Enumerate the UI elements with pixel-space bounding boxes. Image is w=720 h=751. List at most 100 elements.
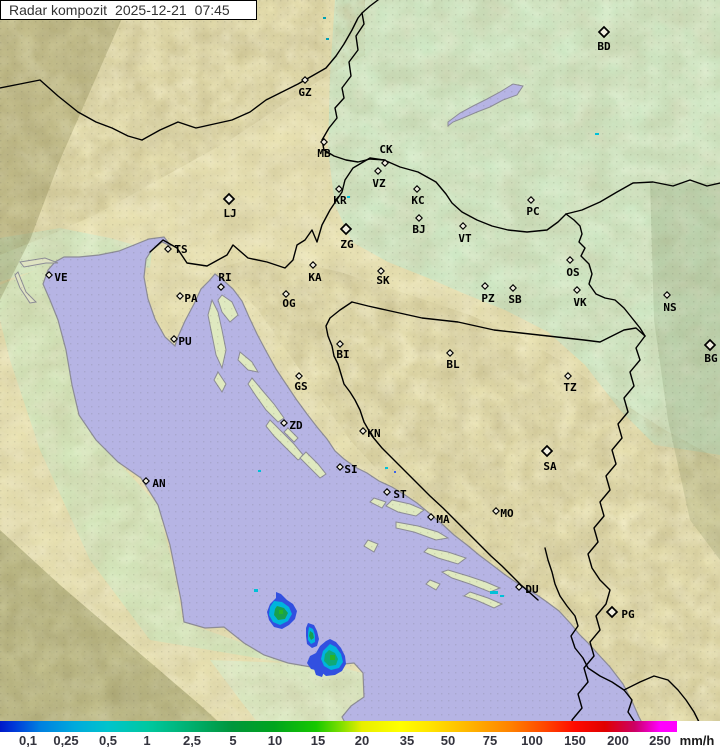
station-marker-sb — [509, 284, 517, 292]
raster-dot-overlay — [0, 0, 720, 721]
station-label-kr: KR — [333, 194, 347, 207]
station-marker-os — [566, 256, 574, 264]
station-label-bl: BL — [446, 358, 460, 371]
station-label-bg: BG — [704, 352, 718, 365]
colorbar-end-space — [677, 721, 720, 732]
station-marker-og — [282, 290, 290, 298]
station-marker-pg — [605, 605, 619, 619]
intensity-legend: 0,1 0,25 0,5 1 2,5 5 10 15 20 35 50 75 100 150 200 250 m… — [0, 721, 720, 751]
station-label-ri: RI — [218, 271, 231, 284]
station-label-si: SI — [344, 463, 357, 476]
station-label-vk: VK — [573, 296, 587, 309]
legend-value-20: 20 — [354, 733, 370, 748]
legend-value-75: 75 — [482, 733, 498, 748]
legend-value-200: 200 — [607, 733, 629, 748]
station-marker-si — [336, 463, 344, 471]
station-label-ma: MA — [436, 513, 450, 526]
station-label-gz: GZ — [298, 86, 312, 99]
station-marker-bg — [703, 338, 717, 352]
station-label-sb: SB — [508, 293, 522, 306]
station-label-zg: ZG — [340, 238, 354, 251]
station-label-ck: CK — [379, 143, 393, 156]
station-label-vt: VT — [458, 232, 472, 245]
station-label-sk: SK — [376, 274, 390, 287]
station-label-ts: TS — [174, 243, 187, 256]
station-label-pz: PZ — [481, 292, 495, 305]
legend-value-2_5: 2,5 — [182, 733, 202, 748]
echo-specks — [254, 17, 599, 597]
station-marker-kc — [413, 185, 421, 193]
station-label-ve: VE — [54, 271, 67, 284]
station-marker-bj — [415, 214, 423, 222]
station-marker-mo — [492, 507, 500, 515]
station-marker-zg — [339, 222, 353, 236]
station-label-sa: SA — [543, 460, 557, 473]
station-marker-bi — [336, 340, 344, 348]
product-date: 2025-12-21 — [115, 2, 187, 18]
station-marker-ns — [663, 291, 671, 299]
station-label-bd: BD — [597, 40, 611, 53]
intensity-colorbar — [0, 721, 677, 732]
station-label-os: OS — [566, 266, 579, 279]
legend-value-5: 5 — [229, 733, 237, 748]
station-marker-vz — [374, 167, 382, 175]
station-label-lj: LJ — [223, 207, 236, 220]
legend-unit: mm/h — [679, 733, 715, 748]
station-label-ns: NS — [663, 301, 676, 314]
station-label-bi: BI — [336, 348, 349, 361]
legend-value-10: 10 — [267, 733, 283, 748]
station-marker-zd — [280, 419, 288, 427]
legend-value-0_1: 0,1 — [18, 733, 38, 748]
station-marker-ck — [381, 159, 389, 167]
legend-value-15: 15 — [310, 733, 326, 748]
station-marker-kr — [335, 185, 343, 193]
station-label-vz: VZ — [372, 177, 386, 190]
station-marker-pz — [481, 282, 489, 290]
station-marker-vt — [459, 222, 467, 230]
legend-value-150: 150 — [564, 733, 586, 748]
station-label-pa: PA — [184, 292, 198, 305]
legend-scale-labels: 0,1 0,25 0,5 1 2,5 5 10 15 20 35 50 75 100 150 200 250 m… — [0, 732, 720, 751]
station-marker-bd — [597, 25, 611, 39]
station-marker-tz — [564, 372, 572, 380]
legend-value-35: 35 — [399, 733, 415, 748]
station-marker-du — [515, 583, 523, 591]
station-label-du: DU — [525, 583, 539, 596]
legend-value-50: 50 — [440, 733, 456, 748]
legend-value-0_25: 0,25 — [53, 733, 79, 748]
station-label-st: ST — [393, 488, 407, 501]
station-label-bj: BJ — [412, 223, 425, 236]
station-label-tz: TZ — [563, 381, 577, 394]
station-marker-ve — [45, 271, 53, 279]
station-marker-ma — [427, 513, 435, 521]
station-marker-lj — [222, 192, 236, 206]
legend-value-100: 100 — [521, 733, 543, 748]
station-marker-kn — [359, 427, 367, 435]
station-marker-pu — [170, 335, 178, 343]
station-marker-sk — [377, 267, 385, 275]
product-name: Radar kompozit — [9, 2, 108, 18]
station-marker-gs — [295, 372, 303, 380]
station-label-ka: KA — [308, 271, 322, 284]
title-bar: Radar kompozit 2025-12-21 07:45 — [0, 0, 257, 20]
station-label-mb: MB — [317, 147, 331, 160]
station-marker-mb — [320, 138, 328, 146]
station-label-kn: KN — [367, 427, 380, 440]
station-marker-ts — [164, 245, 172, 253]
station-markers: BD GZ MB CK VZ KR KC PC LJ BJ ZG VT TS OS VE RI KA SK PA OG… — [45, 25, 718, 621]
station-marker-pa — [176, 292, 184, 300]
station-label-an: AN — [152, 477, 165, 490]
station-label-pc: PC — [526, 205, 539, 218]
station-label-pg: PG — [621, 608, 635, 621]
product-time: 07:45 — [194, 2, 230, 18]
station-marker-ka — [309, 261, 317, 269]
station-marker-gz — [301, 76, 309, 84]
legend-value-1: 1 — [143, 733, 151, 748]
station-label-mo: MO — [500, 507, 514, 520]
station-marker-vk — [573, 286, 581, 294]
station-marker-st — [383, 488, 391, 496]
legend-value-250: 250 — [649, 733, 671, 748]
